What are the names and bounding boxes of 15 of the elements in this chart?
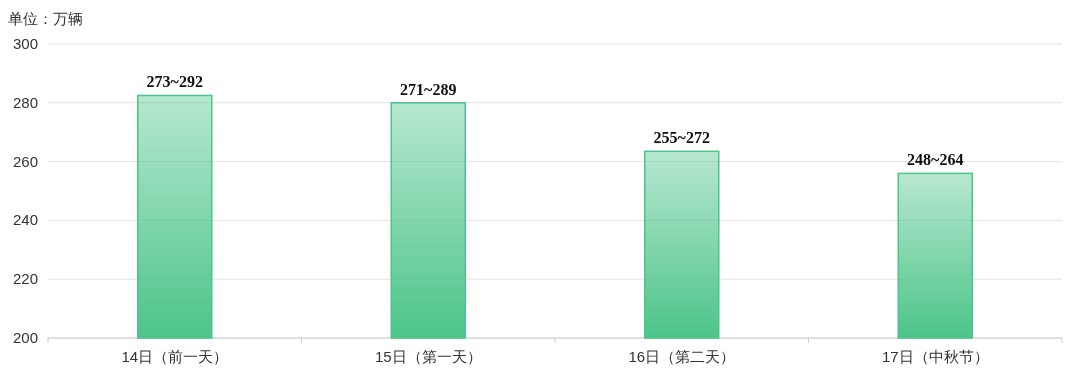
x-tick-label: 14日（前一天） bbox=[121, 348, 229, 365]
y-axis-title: 单位：万辆 bbox=[8, 10, 83, 27]
x-tick-label: 16日（第二天） bbox=[628, 348, 736, 365]
y-tick-label: 280 bbox=[12, 93, 38, 111]
y-tick-label: 220 bbox=[12, 270, 38, 288]
annotation: 271~289 bbox=[400, 80, 457, 98]
y-tick-label: 240 bbox=[12, 211, 38, 229]
y-tick-label: 200 bbox=[12, 329, 38, 346]
x-tick-label: 17日（中秋节） bbox=[881, 348, 989, 365]
y-tick-label: 260 bbox=[12, 152, 38, 170]
annotation: 248~264 bbox=[907, 151, 964, 169]
y-tick-label: 300 bbox=[12, 35, 38, 52]
annotation: 273~292 bbox=[146, 73, 203, 91]
x-tick-label: 15日（第一天） bbox=[374, 348, 482, 365]
annotation: 255~272 bbox=[653, 129, 710, 147]
